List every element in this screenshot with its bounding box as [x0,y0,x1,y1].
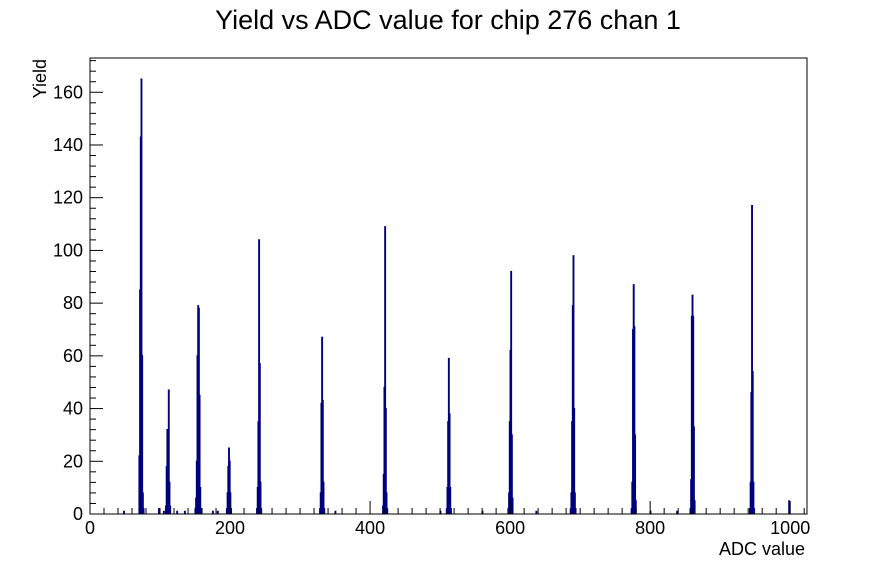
plot-area [123,78,791,514]
x-tick-label: 800 [635,518,665,538]
histogram-bin [200,508,202,514]
histogram-bin [573,492,576,514]
histogram-bin [634,434,637,514]
histogram-bin [573,407,576,514]
histogram-bin [158,508,160,514]
y-tick-label: 0 [73,504,83,524]
x-axis-title: ADC value [719,539,805,559]
histogram-bin [142,508,145,514]
y-axis-title: Yield [30,59,50,98]
histogram-bin [693,500,696,514]
histogram-bin [176,510,179,514]
histogram-bin [385,492,388,514]
histogram-bin [323,508,326,514]
histogram-bin [259,481,262,514]
histogram-bin [448,413,451,514]
histogram-bin [334,510,337,514]
x-tick-label: 600 [495,518,525,538]
histogram-bin [321,400,324,514]
histogram-bin [574,508,577,514]
histogram-bin [260,508,263,514]
plot-frame [89,57,808,515]
histogram-bin [258,363,261,514]
histogram-bin [123,510,125,514]
histogram-bin [384,226,387,514]
histogram-bin [384,407,387,514]
y-tick-label: 120 [53,188,83,208]
histogram-bin [511,497,514,514]
histogram-bin [386,508,389,514]
axes: 0 200 400 600 800 1000 0 20 40 60 80 100 120 140 160 [53,57,810,538]
y-tick-label: 60 [63,346,83,366]
histogram-bin [141,355,144,514]
histogram-bin [572,255,575,514]
histogram-bin [322,481,325,514]
histogram-bin [183,510,186,514]
x-tick-label: 200 [215,518,245,538]
histogram-bin [510,270,513,514]
histogram-bin [141,492,144,514]
x-tick-label: 0 [85,518,95,538]
y-tick-label: 20 [63,451,83,471]
histogram-bin [169,505,172,514]
histogram-bin [230,508,233,514]
histogram-bin [633,326,636,514]
histogram-bin [216,510,219,514]
histogram-bin [676,510,679,514]
x-tick-label: 400 [355,518,385,538]
histogram-bin [788,500,791,514]
histogram-bin [140,78,143,514]
histogram-bin [634,500,637,514]
x-tick-label: 1000 [770,518,810,538]
histogram-bin [168,481,171,514]
y-tick-label: 160 [53,82,83,102]
chart-title: Yield vs ADC value for chip 276 chan 1 [215,5,681,35]
histogram-bin [199,487,202,514]
histogram-bin [228,460,231,514]
histogram-bin [753,508,756,514]
histogram-bin [449,487,452,514]
histogram-bin [692,426,695,514]
histogram-bin [450,508,452,514]
histogram-bin [162,510,165,514]
histogram-bin [167,389,170,514]
histogram-bin [211,510,214,514]
histogram-bin [692,315,695,514]
y-tick-label: 140 [53,135,83,155]
histogram-bin [198,394,201,514]
histogram-bin [535,510,538,514]
y-tick-label: 40 [63,399,83,419]
histogram-bin [752,481,755,514]
y-tick-label: 100 [53,240,83,260]
y-tick-label: 80 [63,293,83,313]
histogram-bin [510,434,513,514]
histogram-bin [751,205,753,514]
histogram-bin [751,371,754,514]
